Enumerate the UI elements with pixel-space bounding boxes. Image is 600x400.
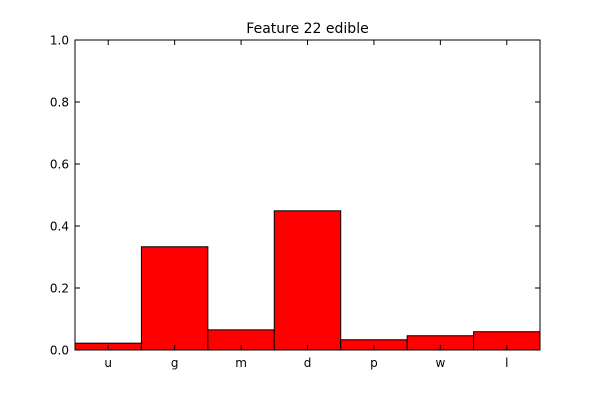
y-tick-label: 1.0 bbox=[50, 34, 69, 48]
bar-d bbox=[273, 210, 342, 351]
x-tick-label-p: p bbox=[370, 356, 378, 370]
y-tick-label: 0.0 bbox=[50, 344, 69, 358]
x-tick-label-w: w bbox=[435, 356, 445, 370]
y-tick-label: 0.8 bbox=[50, 96, 69, 110]
x-tick-label-d: d bbox=[304, 356, 312, 370]
y-tick-label: 0.2 bbox=[50, 282, 69, 296]
bar-g bbox=[140, 246, 209, 351]
x-tick-label-l: l bbox=[505, 356, 508, 370]
y-tick-label: 0.4 bbox=[50, 220, 69, 234]
axes-layer: 0.0 0.2 0.4 0.6 0.8 1.0 u g m d p w l bbox=[50, 34, 541, 370]
x-tick-label-g: g bbox=[171, 356, 179, 370]
y-tick-label: 0.6 bbox=[50, 158, 69, 172]
x-tick-label-m: m bbox=[235, 356, 247, 370]
chart-title: Feature 22 edible bbox=[246, 21, 368, 37]
x-tick-label-u: u bbox=[104, 356, 112, 370]
bars-layer bbox=[74, 210, 541, 351]
